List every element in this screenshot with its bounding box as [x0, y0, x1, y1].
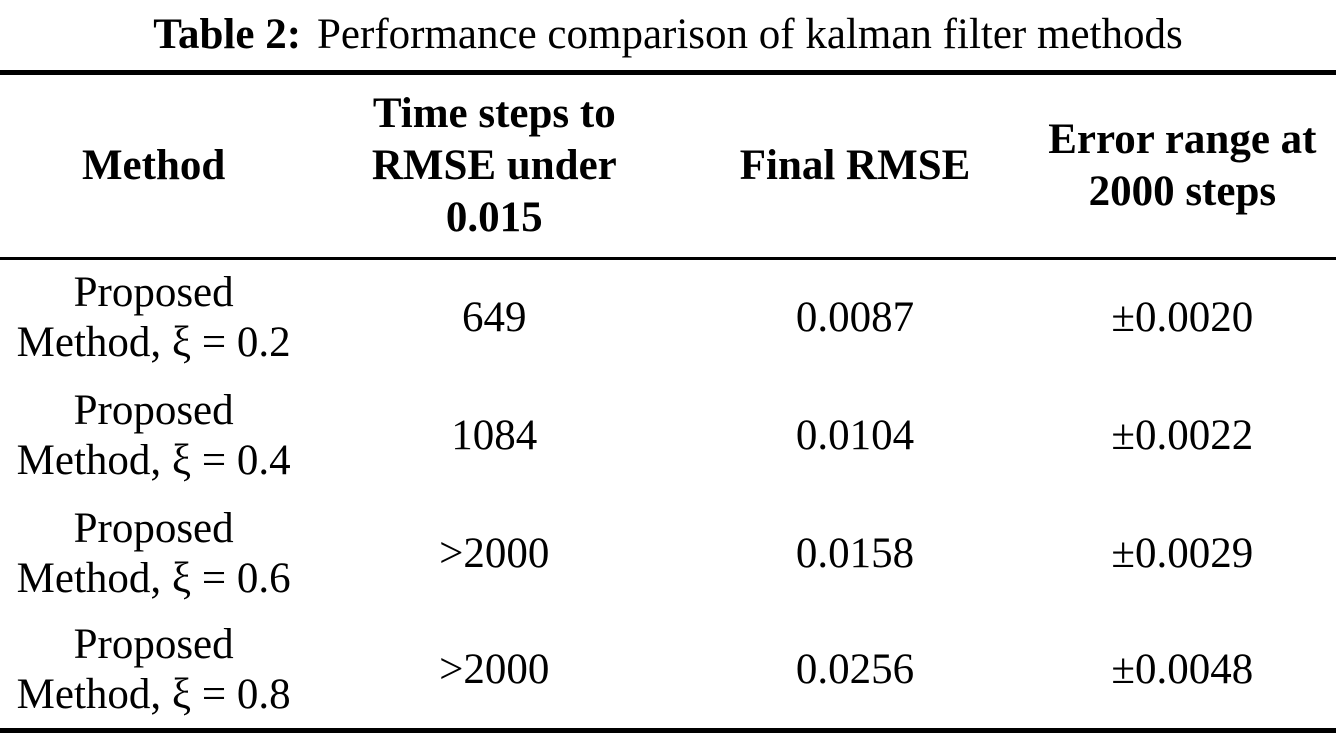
header-line: Time steps to [372, 90, 616, 137]
final-rmse-cell: 0.0087 [795, 294, 915, 342]
final-rmse-cell: 0.0104 [795, 411, 915, 459]
table-caption-label: Table 2: [153, 11, 302, 58]
table-caption: Table 2: Performance comparison of kalman… [0, 0, 1336, 70]
column-header-time-steps: Time steps to RMSE under 0.015 [307, 73, 681, 259]
final-rmse-cell: 0.0158 [795, 529, 915, 577]
header-line: RMSE under [371, 142, 617, 189]
table-row: Proposed Method, ξ = 0.6 >2000 0.0158 ±0… [0, 495, 1336, 613]
time-steps-cell: 649 [462, 294, 527, 342]
error-range-cell: ±0.0048 [1111, 646, 1254, 694]
table-row: Proposed Method, ξ = 0.2 649 0.0087 ±0.0… [0, 259, 1336, 377]
method-line: Method, ξ = 0.4 [16, 436, 291, 484]
time-steps-cell: >2000 [439, 529, 550, 577]
column-header-method: Method [0, 73, 307, 259]
method-cell: Proposed Method, ξ = 0.6 [0, 495, 307, 613]
header-line: Final RMSE [739, 142, 971, 189]
method-line: Proposed [73, 504, 234, 552]
header-row: Method Time steps to RMSE under 0.015 Fi… [0, 73, 1336, 259]
error-range-cell: ±0.0022 [1111, 411, 1254, 459]
column-header-final-rmse: Final RMSE [681, 73, 1028, 259]
method-line: Proposed [73, 621, 234, 669]
header-line: 0.015 [445, 194, 543, 241]
method-line: Proposed [73, 386, 234, 434]
error-range-cell: ±0.0020 [1111, 294, 1254, 342]
header-line: 2000 steps [1088, 168, 1277, 215]
method-line: Method, ξ = 0.2 [16, 319, 291, 367]
time-steps-cell: >2000 [439, 646, 550, 694]
method-line: Method, ξ = 0.8 [16, 671, 291, 719]
header-line: Error range at [1048, 116, 1317, 163]
method-cell: Proposed Method, ξ = 0.2 [0, 259, 307, 377]
method-line: Proposed [73, 269, 234, 317]
table-row: Proposed Method, ξ = 0.4 1084 0.0104 ±0.… [0, 377, 1336, 495]
final-rmse-cell: 0.0256 [795, 646, 915, 694]
table-caption-text: Performance comparison of kalman filter … [317, 11, 1183, 58]
error-range-cell: ±0.0029 [1111, 529, 1254, 577]
method-cell: Proposed Method, ξ = 0.8 [0, 613, 307, 731]
performance-comparison-table: Method Time steps to RMSE under 0.015 Fi… [0, 70, 1336, 733]
method-cell: Proposed Method, ξ = 0.4 [0, 377, 307, 495]
time-steps-cell: 1084 [451, 411, 538, 459]
column-header-error-range: Error range at 2000 steps [1029, 73, 1336, 259]
table-row: Proposed Method, ξ = 0.8 >2000 0.0256 ±0… [0, 613, 1336, 731]
header-line: Method [81, 142, 226, 189]
method-line: Method, ξ = 0.6 [16, 554, 291, 602]
